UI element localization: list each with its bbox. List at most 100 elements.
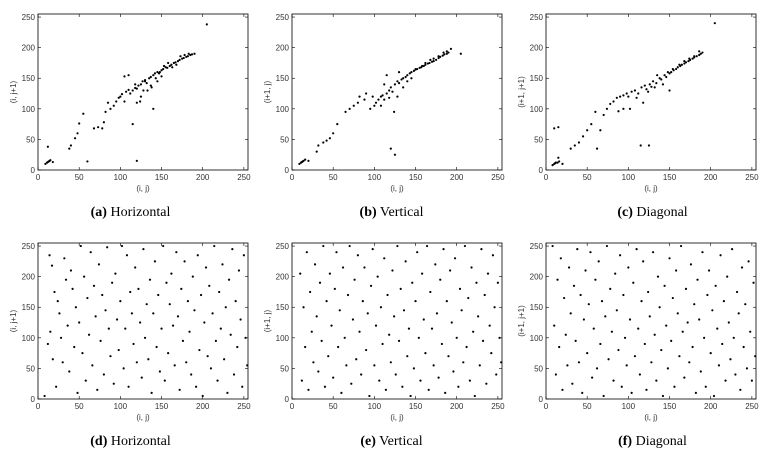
- point-e-74: [421, 272, 424, 275]
- point-d-76: [168, 303, 171, 306]
- point-c-77: [622, 107, 625, 110]
- point-e-110: [480, 248, 483, 251]
- point-c-28: [637, 92, 640, 95]
- plot-frame-f: [545, 242, 757, 400]
- point-f-3: [556, 278, 559, 281]
- point-c-49: [687, 60, 690, 63]
- point-a-83: [162, 64, 166, 68]
- point-e-39: [363, 266, 366, 269]
- point-a-81: [152, 107, 155, 110]
- point-f-37: [612, 379, 615, 382]
- point-f-28: [597, 260, 600, 263]
- point-d-114: [231, 248, 234, 251]
- point-e-41: [366, 312, 369, 315]
- plot-frame-e: [291, 242, 503, 400]
- point-d-28: [89, 251, 92, 254]
- point-c-68: [666, 71, 669, 74]
- point-c-18: [605, 107, 609, 110]
- point-b-52: [435, 58, 438, 61]
- point-f-1: [553, 324, 556, 327]
- point-f-104: [722, 300, 725, 303]
- y-tick-label-c-2: 100: [530, 105, 544, 114]
- point-d-51: [127, 385, 130, 388]
- point-a-12: [78, 122, 81, 125]
- point-f-73: [671, 296, 674, 300]
- point-b-62: [393, 153, 397, 156]
- point-d-68: [155, 345, 158, 349]
- point-b-12: [332, 132, 335, 135]
- point-f-52: [637, 327, 640, 330]
- point-d-106: [218, 290, 221, 294]
- point-b-6: [307, 159, 310, 162]
- point-f-27: [595, 367, 599, 370]
- point-e-97: [458, 287, 462, 290]
- point-d-89: [190, 373, 193, 376]
- point-f-36: [610, 330, 613, 333]
- point-d-115: [232, 373, 236, 376]
- point-a-8: [68, 147, 71, 150]
- point-e-73: [419, 379, 422, 382]
- point-d-25: [84, 379, 87, 382]
- point-f-62: [653, 333, 656, 336]
- point-f-29: [599, 342, 602, 346]
- point-e-37: [360, 373, 363, 376]
- point-a-36: [141, 80, 144, 83]
- caption-c: (c) Diagonal: [522, 205, 783, 221]
- x-tick-label-a-1: 50: [75, 173, 84, 182]
- point-c-57: [713, 22, 716, 25]
- point-c-59: [656, 74, 659, 77]
- point-f-97: [711, 309, 714, 312]
- y-tick-label-c-3: 150: [530, 74, 544, 83]
- point-f-61: [651, 251, 655, 254]
- point-d-82: [178, 388, 181, 391]
- x-tick-label-e-4: 200: [450, 402, 464, 411]
- point-a-17: [101, 127, 104, 130]
- x-tick-label-e-5: 250: [491, 402, 505, 411]
- point-e-109: [478, 364, 481, 367]
- point-a-80: [156, 80, 159, 83]
- point-b-46: [422, 64, 425, 68]
- point-f-81: [684, 287, 688, 290]
- point-d-91: [193, 309, 196, 312]
- point-e-90: [447, 355, 450, 358]
- point-f-119: [747, 260, 750, 263]
- point-a-45: [160, 69, 163, 72]
- point-d-26: [86, 296, 89, 300]
- y-axis-label-f: (i+1, j+1): [517, 305, 526, 337]
- point-f-109: [731, 248, 734, 251]
- point-e-115: [488, 324, 491, 327]
- point-e-93: [452, 370, 455, 373]
- point-e-105: [472, 330, 475, 333]
- point-c-24: [625, 92, 628, 95]
- y-tick-label-e-2: 100: [276, 334, 290, 343]
- point-f-114: [739, 388, 742, 391]
- x-tick-label-c-1: 50: [583, 173, 592, 182]
- point-a-54: [178, 58, 181, 61]
- point-f-85: [691, 345, 694, 349]
- point-a-18: [102, 121, 105, 124]
- point-d-64: [148, 278, 152, 281]
- point-d-37: [104, 309, 107, 312]
- caption-f-letter: (f): [618, 434, 633, 449]
- point-d-22: [79, 244, 82, 248]
- point-e-15: [323, 385, 327, 388]
- point-a-52: [174, 61, 177, 64]
- point-a-86: [183, 53, 186, 57]
- point-a-5: [49, 159, 52, 162]
- point-d-72: [162, 244, 165, 248]
- panel-d: 0 50 100 150 200 250 0 50 100 150 200 250 (i, j) (i, …: [9, 242, 251, 422]
- point-f-56: [643, 342, 646, 346]
- point-b-69: [406, 80, 409, 83]
- point-a-53: [176, 60, 180, 63]
- point-d-58: [139, 321, 142, 324]
- point-f-43: [622, 293, 625, 297]
- point-c-23: [622, 94, 625, 97]
- x-tick-label-f-0: 0: [544, 402, 549, 411]
- point-e-69: [412, 367, 415, 370]
- point-c-29: [640, 86, 643, 89]
- point-e-2: [302, 306, 305, 309]
- point-e-53: [386, 293, 389, 297]
- point-e-5: [307, 388, 310, 391]
- point-f-118: [745, 367, 749, 370]
- point-d-11: [61, 361, 64, 364]
